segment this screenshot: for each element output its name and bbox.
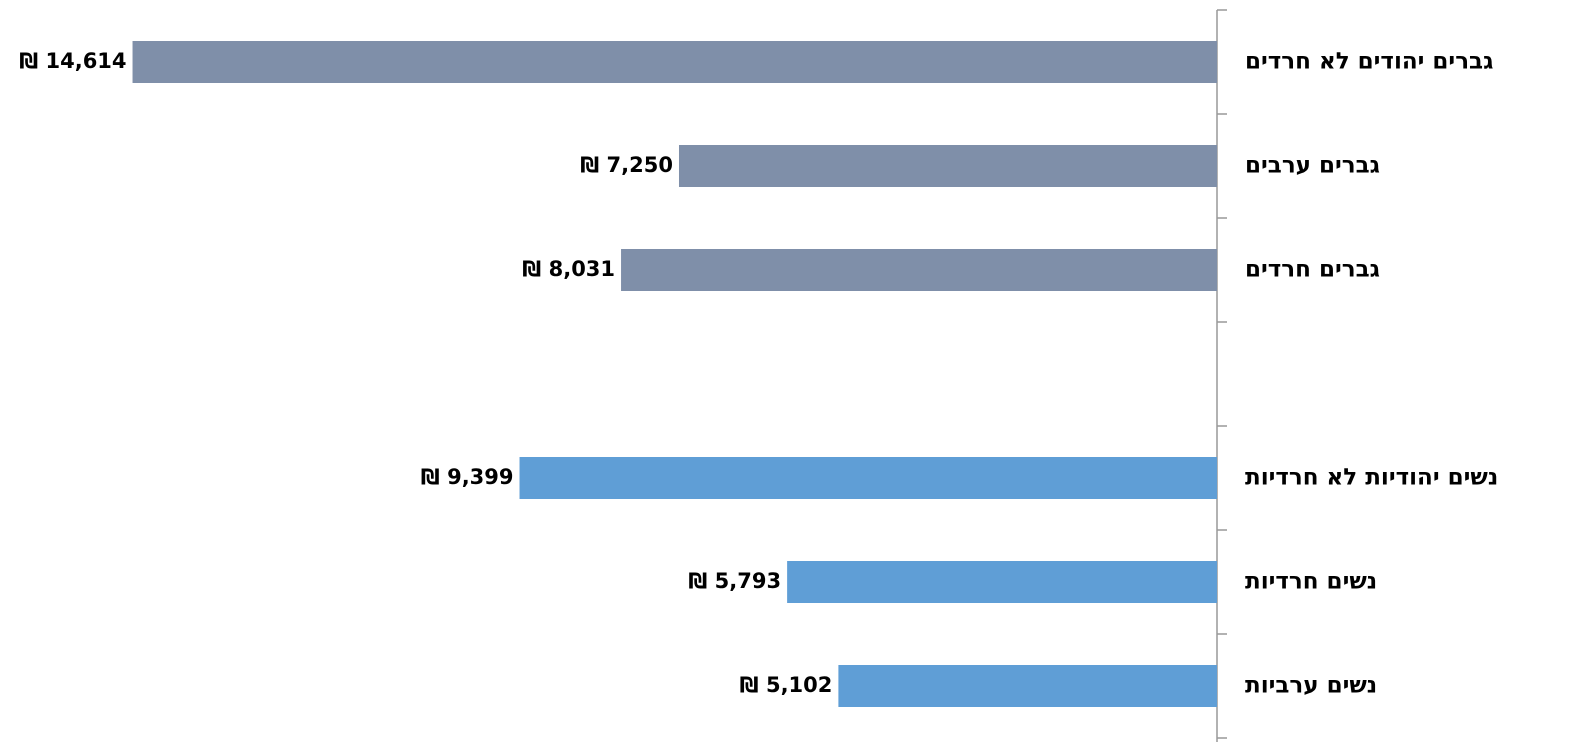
bar — [621, 249, 1217, 291]
bar — [678, 145, 1217, 187]
category-label: גברים יהודים לא חרדים — [1245, 49, 1493, 75]
category-label: נשים חרדיות — [1245, 569, 1377, 595]
bar — [838, 665, 1217, 707]
bar — [787, 561, 1217, 603]
value-label: ₪ 8,031 — [522, 257, 615, 281]
bar — [519, 457, 1217, 499]
bar — [132, 41, 1217, 83]
value-label: ₪ 5,102 — [740, 673, 833, 697]
category-label: נשים יהודיות לא חרדיות — [1245, 465, 1498, 491]
value-label: ₪ 14,614 — [19, 49, 126, 73]
category-label: גברים חרדים — [1245, 257, 1380, 283]
category-label: גברים ערבים — [1245, 153, 1380, 179]
value-label: ₪ 7,250 — [580, 153, 673, 177]
value-label: ₪ 9,399 — [421, 465, 514, 489]
category-label: נשים ערביות — [1245, 673, 1377, 699]
value-label: ₪ 5,793 — [688, 569, 781, 593]
